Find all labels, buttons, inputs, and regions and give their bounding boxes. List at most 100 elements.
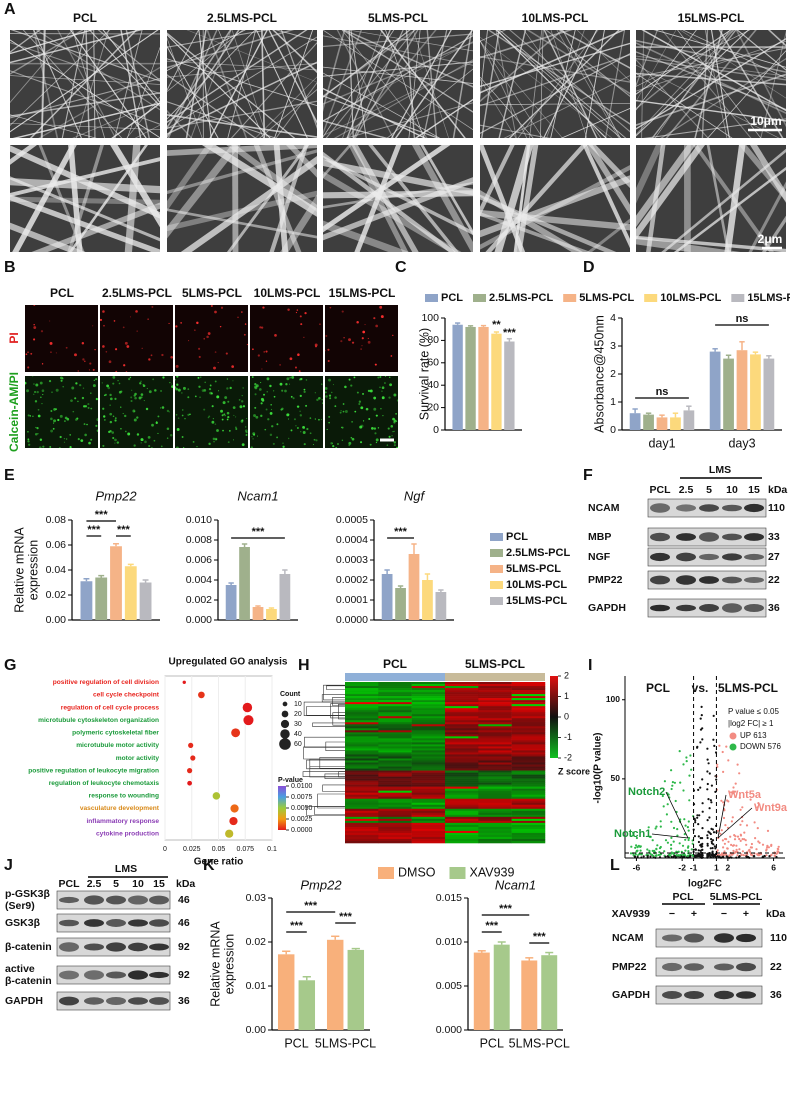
dendrogram: [323, 785, 345, 792]
fluorescence-image: [25, 304, 98, 372]
bar: [436, 592, 447, 620]
heatmap-cell: [378, 750, 412, 752]
heatmap-cell: [345, 690, 379, 692]
cell: [162, 406, 165, 409]
heatmap-cell: [412, 682, 446, 684]
heatmap-cell: [345, 706, 379, 708]
heatmap-cell: [512, 702, 546, 704]
cell: [30, 353, 32, 355]
volcano-point: [766, 848, 768, 850]
heatmap-cell: [445, 756, 479, 758]
bar: [395, 588, 406, 620]
legend-swatch: [644, 294, 657, 302]
group-label: LMS: [709, 464, 731, 476]
heatmap-cell: [412, 716, 446, 718]
cell: [125, 431, 127, 433]
significance-label: ***: [339, 911, 353, 923]
cell: [114, 443, 115, 444]
volcano-point: [698, 841, 700, 843]
heatmap-cell: [478, 738, 512, 740]
heatmap-cell: [345, 738, 379, 740]
heatmap-cell: [345, 815, 379, 817]
heatmap-cell: [412, 831, 446, 833]
heatmap-cell: [478, 718, 512, 720]
heatmap-cell: [378, 690, 412, 692]
heatmap-cell: [378, 771, 412, 773]
heatmap-cell: [478, 791, 512, 793]
column-header: PCL: [50, 286, 74, 300]
heatmap-cell: [378, 793, 412, 795]
y-tick-label: 0.0003: [336, 554, 368, 566]
volcano-point: [698, 835, 700, 837]
column-header: 10LMS-PCL: [522, 11, 589, 25]
cell: [27, 366, 29, 368]
heatmap-cell: [345, 781, 379, 783]
cell: [304, 443, 306, 445]
volcano-point: [737, 764, 739, 766]
bubble: [225, 830, 233, 838]
y-tick-label: 0.00: [246, 1024, 267, 1036]
cell: [40, 396, 42, 398]
cell: [251, 436, 252, 437]
volcano-point: [635, 851, 637, 853]
heatmap-cell: [478, 708, 512, 710]
blot-band: [149, 944, 169, 951]
cell: [123, 364, 125, 366]
cell: [209, 388, 211, 390]
cell: [374, 427, 376, 429]
cell: [389, 436, 391, 438]
color-legend-label: 0.0000: [291, 827, 313, 834]
cell: [328, 360, 330, 362]
cell: [394, 444, 396, 446]
heatmap-cell: [478, 789, 512, 791]
y-tick-label: 0.006: [186, 554, 212, 566]
volcano-point: [660, 826, 662, 828]
cell: [359, 401, 361, 403]
cell: [356, 321, 359, 324]
heatmap-cell: [512, 742, 546, 744]
cell: [133, 444, 135, 446]
cell: [391, 425, 394, 428]
heatmap-cell: [512, 716, 546, 718]
chart-title: Upregulated GO analysis: [169, 657, 288, 668]
legend-label: 5LMS-PCL: [506, 563, 561, 575]
heatmap-cell: [345, 787, 379, 789]
cell: [85, 405, 87, 407]
bar: [327, 940, 343, 1030]
volcano-point: [732, 816, 734, 818]
legend-label: PCL: [441, 292, 463, 304]
heatmap-cell: [345, 746, 379, 748]
cell: [303, 391, 305, 393]
cell: [112, 437, 114, 439]
blot-band: [650, 553, 670, 561]
heatmap-cell: [445, 801, 479, 803]
cell: [26, 389, 29, 392]
volcano-point: [735, 783, 737, 785]
volcano-point: [762, 844, 764, 846]
heatmap-cell: [478, 750, 512, 752]
volcano-point: [673, 855, 675, 857]
bar: [348, 950, 364, 1030]
heatmap-cell: [412, 744, 446, 746]
cell: [157, 433, 158, 434]
heatmap-cell: [412, 702, 446, 704]
cell: [222, 414, 224, 416]
volcano-point: [652, 855, 654, 857]
volcano-point: [714, 855, 716, 857]
cell: [62, 377, 64, 379]
heatmap-cell: [512, 696, 546, 698]
cell: [286, 413, 289, 416]
cell: [318, 419, 320, 421]
heatmap-cell: [345, 765, 379, 767]
volcano-point: [749, 851, 751, 853]
color-legend-label: 0.0075: [291, 794, 313, 801]
volcano-point: [679, 782, 681, 784]
heatmap-cell: [345, 712, 379, 714]
scale-bar-label: 2μm: [758, 232, 783, 246]
fluorescence-image: [175, 305, 248, 372]
blot-kda: 46: [178, 917, 190, 929]
heatmap-cell: [378, 752, 412, 754]
cell: [203, 409, 205, 411]
y-tick-label: 0.06: [46, 539, 67, 551]
cell: [126, 345, 129, 348]
